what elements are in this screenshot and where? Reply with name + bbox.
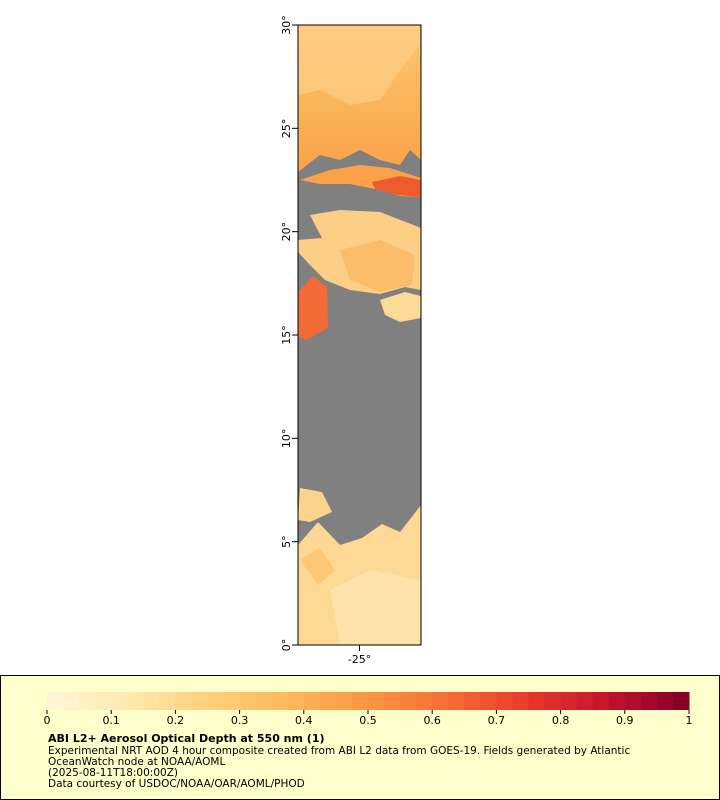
colorbar-segment [608,692,626,710]
y-tick-label: 5° [280,535,293,548]
colorbar-segment [416,692,433,710]
description-line: OceanWatch node at NOAA/AOML [48,756,225,768]
colorbar-segment [79,692,96,710]
colorbar-segment [448,692,465,710]
aerosol-region [300,548,335,585]
time-stamp: (2025-08-11T18:00:00Z) [48,767,178,779]
colorbar-segment [207,692,225,710]
colorbar-segment [239,692,257,710]
colorbar-segment [368,692,385,710]
aerosol-region [340,240,415,292]
colorbar-segment [319,692,337,710]
colorbar-segment [287,692,305,710]
aerosol-region [298,488,332,522]
colorbar-segment [95,692,112,710]
colorbar-tick-label: 0.7 [488,714,506,727]
y-tick-label: 10° [280,429,293,449]
colorbar-tick-label: 0.8 [552,714,570,727]
aerosol-region [372,176,421,197]
colorbar-segment [512,692,529,710]
colorbar-tick-label: 0.5 [359,714,377,727]
colorbar-segment [464,692,481,710]
description-line: Experimental NRT AOD 4 hour composite cr… [48,745,630,757]
colorbar: 0 0.1 0.2 0.3 0.4 0.5 0.6 0.7 0.8 0.9 1 [44,692,693,727]
colorbar-segment [528,692,546,710]
colorbar-segment [159,692,176,710]
colorbar-segment [271,692,289,710]
colorbar-tick-label: 0 [44,714,51,727]
y-tick-label: 30° [280,15,293,35]
colorbar-segment [480,692,497,710]
colorbar-segment [560,692,578,710]
colorbar-segment [432,692,449,710]
colorbar-segment [400,692,417,710]
colorbar-tick-label: 0.1 [102,714,120,727]
aerosol-region [298,25,420,105]
y-tick-label: 0° [280,639,293,652]
y-tick-label: 15° [280,325,293,345]
aerosol-region [330,570,421,645]
aerosol-region [380,292,421,322]
colorbar-segment [255,692,273,710]
colorbar-segment [47,692,64,710]
colorbar-tick-label: 0.4 [295,714,313,727]
colorbar-tick-label: 0.9 [616,714,634,727]
colorbar-tick-label: 0.2 [167,714,185,727]
colorbar-segment [143,692,160,710]
colorbar-segment [111,692,128,710]
colorbar-segment [592,692,610,710]
colorbar-segment [672,692,690,710]
colorbar-segment [656,692,674,710]
colorbar-segment [351,692,369,710]
colorbar-segment [384,692,401,710]
colorbar-segment [335,692,353,710]
colorbar-tick-label: 1 [686,714,693,727]
colorbar-segment [191,692,208,710]
colorbar-segment [544,692,562,710]
x-tick-label: -25° [348,653,371,666]
colorbar-segment [640,692,658,710]
colorbar-segment [127,692,144,710]
colorbar-segment [496,692,513,710]
colorbar-segment [175,692,192,710]
aerosol-region [298,276,328,340]
colorbar-tick-label: 0.3 [231,714,249,727]
colorbar-segment [576,692,594,710]
colorbar-segment [223,692,241,710]
credit: Data courtesy of USDOC/NOAA/OAR/AOML/PHO… [48,778,305,790]
map-title: ABI L2+ Aerosol Optical Depth at 550 nm … [48,732,325,745]
colorbar-segment [303,692,321,710]
colorbar-tick-label: 0.6 [423,714,441,727]
colorbar-segment [63,692,80,710]
y-tick-label: 25° [280,119,293,139]
y-tick-label: 20° [280,222,293,242]
axes: 0° 5° 10° 15° 20° 25° 30° -25° [280,15,371,666]
map-raster [298,25,421,645]
colorbar-segment [624,692,642,710]
